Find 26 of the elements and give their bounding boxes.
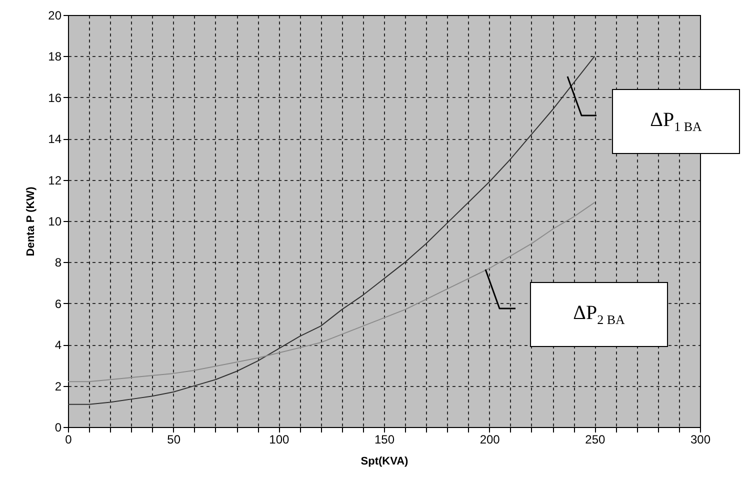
line-series — [68, 202, 596, 382]
y-tick-label: 0 — [54, 420, 62, 434]
y-tick-label: 6 — [54, 296, 62, 311]
callout-box: ΔP$_{2 BA}$ — [530, 282, 668, 347]
annotation: ΔP$_{1 BA}$ — [650, 108, 702, 134]
annotation: ΔP$_{2 BA}$ — [573, 302, 625, 328]
x-tick-label: 150 — [374, 432, 395, 446]
x-tick-label: 200 — [480, 432, 500, 446]
y-tick-label: 10 — [48, 214, 62, 228]
y-tick-label: 8 — [54, 256, 62, 270]
y-tick-label: 14 — [48, 132, 62, 146]
x-tick-label: 300 — [690, 432, 711, 446]
y-tick-label: 20 — [48, 8, 62, 22]
y-tick-label: 16 — [48, 90, 62, 105]
y-tick-label: 2 — [54, 379, 62, 394]
x-tick-label: 250 — [585, 432, 606, 446]
line-series — [68, 56, 596, 405]
y-tick-label: 4 — [54, 338, 62, 352]
callout-box: ΔP$_{1 BA}$ — [612, 89, 740, 154]
x-axis-title: Spt(KVA) — [360, 456, 409, 468]
x-tick-label: 100 — [269, 432, 290, 446]
y-axis-title: Denta P (KW) — [25, 186, 38, 256]
y-tick-label: 18 — [48, 50, 62, 64]
x-tick-label: 50 — [167, 432, 181, 446]
x-tick-label: 0 — [65, 432, 72, 446]
y-tick-label: 12 — [48, 173, 62, 188]
